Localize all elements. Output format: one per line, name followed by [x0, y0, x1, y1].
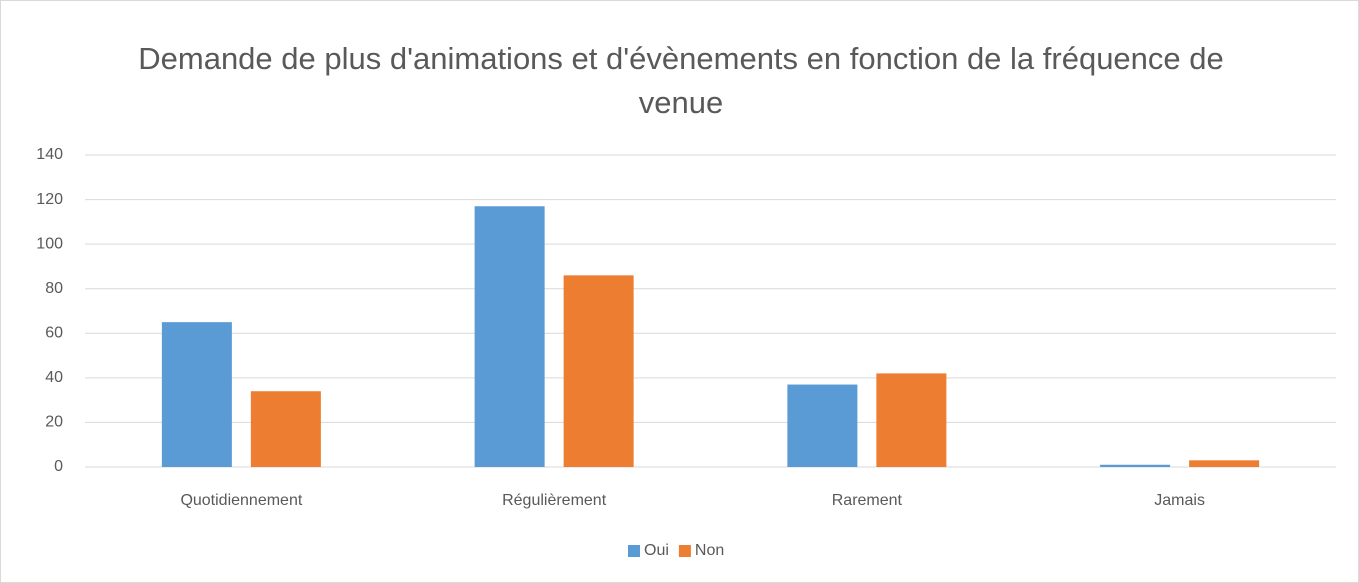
y-tick-label: 20 — [45, 414, 63, 431]
chart-title: Demande de plus d'animations et d'évènem… — [138, 41, 1224, 120]
bar — [1189, 460, 1260, 467]
y-tick-label: 60 — [45, 325, 63, 342]
legend-swatch — [628, 545, 640, 557]
bar — [474, 206, 545, 467]
legend-label: Oui — [644, 542, 669, 559]
x-tick-label: Régulièrement — [502, 492, 607, 509]
y-tick-label: 140 — [36, 146, 63, 163]
legend-swatch — [678, 545, 691, 557]
bar — [787, 384, 858, 467]
x-tick-label: Quotidiennement — [180, 492, 302, 509]
y-tick-label: 120 — [36, 191, 63, 208]
bar — [161, 322, 232, 467]
y-tick-label: 100 — [36, 235, 63, 252]
x-tick-label: Jamais — [1154, 492, 1205, 509]
bar — [563, 275, 634, 467]
x-tick-label: Rarement — [832, 492, 903, 509]
bar — [1100, 464, 1171, 467]
bar — [250, 391, 321, 467]
y-tick-label: 80 — [45, 280, 63, 297]
bar — [876, 373, 947, 467]
legend-label: Non — [695, 542, 724, 559]
y-tick-label: 0 — [54, 458, 63, 475]
y-tick-label: 40 — [45, 369, 63, 386]
